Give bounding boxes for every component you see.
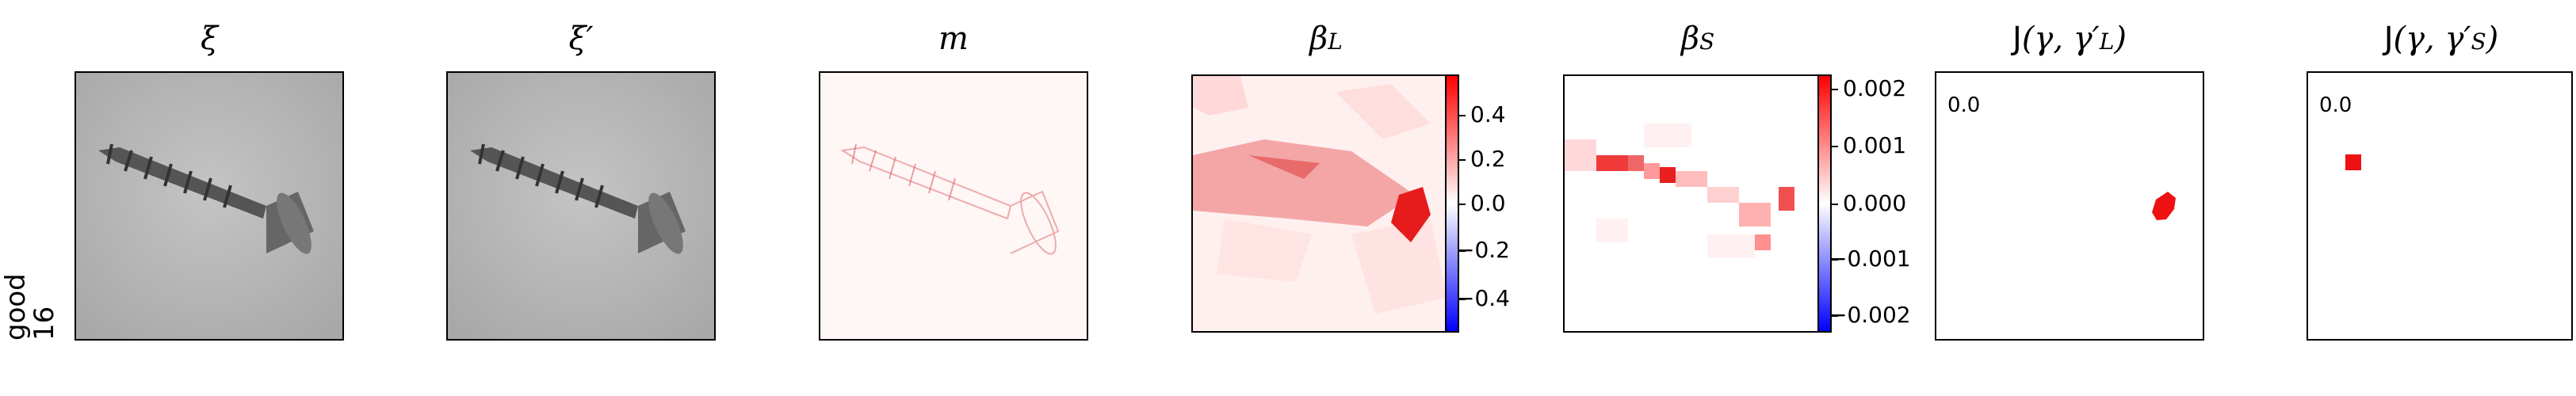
panel-title-jaccard-l: J(γ, γ′L) [2012,21,2127,57]
colorbar-beta-l [1445,74,1459,333]
cbar-l-tick: 0.2 [1470,146,1506,172]
row-label-good: good [0,273,32,341]
cbar-s-tick: −0.001 [1829,246,1911,272]
overlap-jaccard-l: 0.0 [1935,71,2204,341]
heatmap-beta-s [1563,74,1825,333]
heatmap-beta-l [1191,74,1453,333]
panel-title-beta-s: βS [1680,21,1715,57]
cbar-s-tick: 0.000 [1843,190,1907,216]
image-xi-prime [446,71,716,341]
panel-title-beta-l: βL [1309,21,1343,57]
overlap-jaccard-s: 0.0 [2307,71,2573,341]
cbar-s-tick: 0.002 [1843,75,1907,101]
panel-title-jaccard-s: J(γ, γ′S) [2383,21,2499,57]
panel-title-xi: ξ [200,21,219,57]
cbar-l-tick: −0.2 [1456,237,1510,263]
jaccard-s-value: 0.0 [2319,93,2352,117]
screw-shape [98,143,314,254]
cbar-l-tick: 0.0 [1470,190,1506,216]
panel-title-xi-prime: ξ′ [568,21,594,57]
colorbar-beta-s [1817,74,1832,333]
image-mask-m [819,71,1088,341]
cbar-s-tick: 0.001 [1843,132,1907,158]
row-label-index: 16 [29,306,60,341]
image-xi [75,71,344,341]
jaccard-l-value: 0.0 [1947,93,1981,117]
cbar-s-tick: −0.002 [1829,302,1911,328]
cbar-l-tick: 0.4 [1470,101,1506,128]
grid-cells [1565,124,1794,258]
row-label: good 16 [0,174,63,341]
cbar-l-tick: −0.4 [1456,285,1510,311]
panel-title-m: m [938,21,969,57]
